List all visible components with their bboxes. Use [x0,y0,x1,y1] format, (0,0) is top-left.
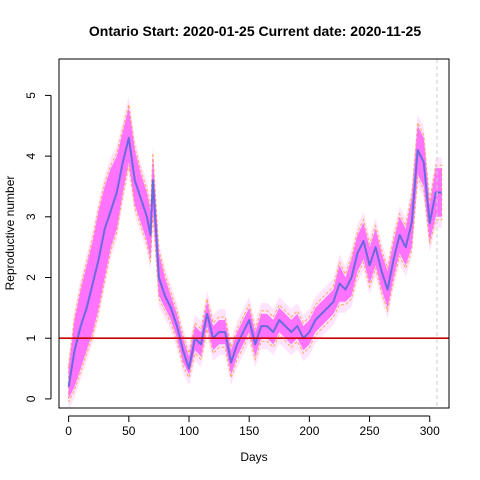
x-axis-label: Days [240,450,267,464]
x-tick-label: 200 [299,424,319,438]
plot-frame [58,58,450,409]
x-tick-label: 150 [239,424,259,438]
y-axis-label: Reproductive number [3,176,17,291]
x-tick-label: 250 [360,424,380,438]
series-0-envelope [68,104,443,403]
y-tick-label: 2 [24,274,38,281]
y-tick-label: 5 [24,92,38,99]
x-axis: 0 50 100 150 200 250 300 [65,415,440,438]
x-tick-label: 100 [179,424,199,438]
y-tick-label: 0 [24,395,38,402]
y-tick-label: 3 [24,213,38,220]
x-tick-label: 0 [65,424,72,438]
y-tick-label: 1 [24,335,38,342]
chart-title: Ontario Start: 2020-01-25 Current date: … [89,23,421,39]
x-tick-label: 50 [122,424,136,438]
plot-area [59,59,449,408]
plot-content [59,59,449,408]
y-tick-label: 4 [24,152,38,159]
x-tick-label: 300 [420,424,440,438]
y-axis: 0 1 2 3 4 5 [24,92,52,402]
series-0-median-line [67,136,442,387]
